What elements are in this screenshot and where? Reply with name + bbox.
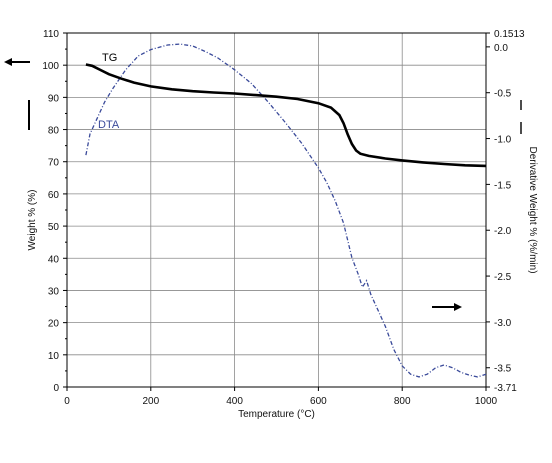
y-right-tick-label: -3.0 xyxy=(494,318,512,329)
y-right-tick-label: -1.5 xyxy=(494,180,512,191)
y-left-tick-label: 10 xyxy=(48,351,60,362)
y-left-tick-label: 90 xyxy=(48,93,60,104)
x-tick-label: 200 xyxy=(142,396,159,407)
y-left-axis-label: Weight % (%) xyxy=(27,190,38,251)
y-right-axis-label: Derivative Weight % (%/min) xyxy=(527,146,538,273)
y-left-tick-label: 30 xyxy=(48,286,60,297)
series-tg-label: TG xyxy=(102,52,117,64)
y-left-tick-label: 40 xyxy=(48,254,60,265)
x-axis-label: Temperature (°C) xyxy=(238,409,315,420)
y-right-tick-label: -3.71 xyxy=(494,383,517,394)
y-right-tick-label: -0.5 xyxy=(494,89,512,100)
y-left-tick-label: 20 xyxy=(48,319,60,330)
left-axis-arrow xyxy=(4,58,30,66)
series-dta-line xyxy=(85,43,487,378)
x-tick-label: 1000 xyxy=(475,396,498,407)
y-left-axis-ticks: 0 10 20 30 40 50 60 70 80 90 100 110 xyxy=(42,29,67,394)
y-right-tick-label: -2.5 xyxy=(494,272,512,283)
x-tick-label: 600 xyxy=(310,396,327,407)
x-tick-label: 0 xyxy=(64,396,70,407)
y-right-axis-ticks: 0.1513 0.0 -0.5 -1.0 -1.5 -2.0 -2.5 -3.0 -3.5 -3.… xyxy=(486,29,525,394)
y-right-tick-label: -1.0 xyxy=(494,135,512,146)
y-right-tick-label: -2.0 xyxy=(494,226,512,237)
x-axis-ticks: 0 200 400 600 800 1000 xyxy=(64,387,498,407)
series-dta-label: DTA xyxy=(98,119,120,131)
y-left-tick-label: 70 xyxy=(48,158,60,169)
y-left-tick-label: 80 xyxy=(48,126,60,137)
y-right-tick-label: -3.5 xyxy=(494,364,512,375)
right-axis-arrow xyxy=(432,303,462,311)
x-tick-label: 800 xyxy=(394,396,411,407)
x-tick-label: 400 xyxy=(226,396,243,407)
y-left-tick-label: 50 xyxy=(48,222,60,233)
y-right-tick-label: 0.1513 xyxy=(494,29,525,40)
y-left-tick-label: 110 xyxy=(43,29,59,40)
y-left-tick-label: 60 xyxy=(48,190,60,201)
y-right-tick-label: 0.0 xyxy=(494,43,508,54)
y-left-tick-label: 0 xyxy=(53,383,59,394)
y-left-tick-label: 100 xyxy=(42,61,59,72)
series-tg-line xyxy=(85,63,487,168)
